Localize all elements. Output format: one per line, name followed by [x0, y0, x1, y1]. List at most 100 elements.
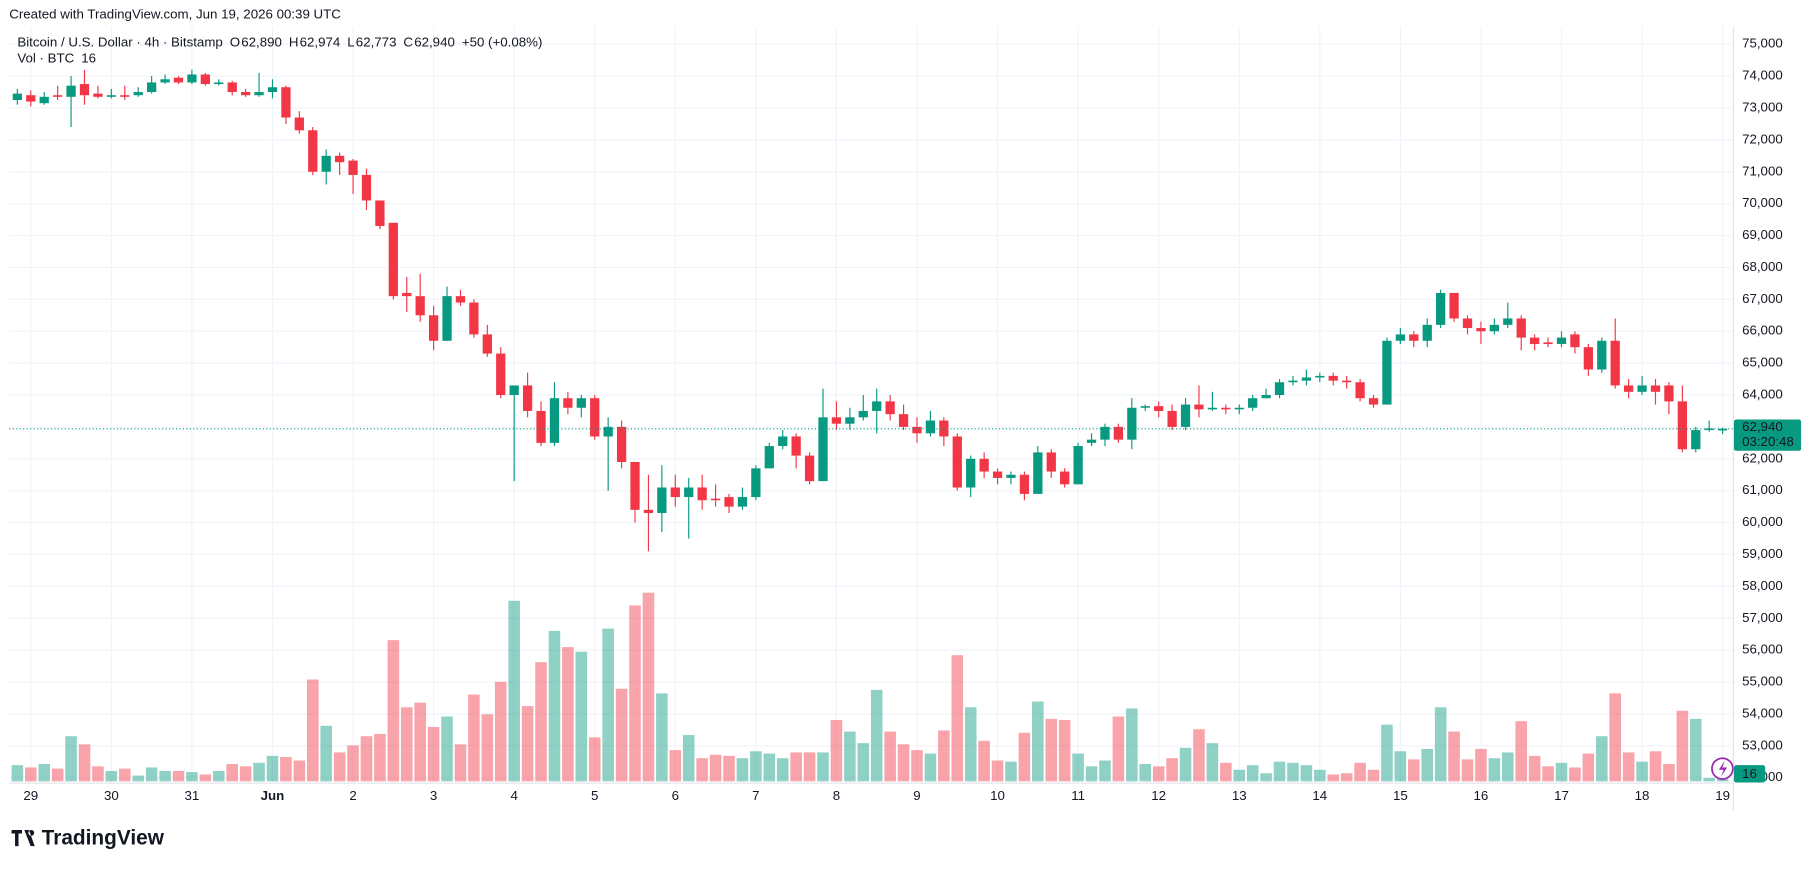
volume-bar — [1663, 763, 1675, 782]
candle-body — [603, 426, 613, 437]
candle-body — [415, 296, 425, 316]
volume-bar — [172, 770, 185, 782]
candle-body — [1033, 452, 1043, 494]
candle-body — [1234, 407, 1244, 410]
candle-body — [308, 130, 318, 172]
candle-body — [53, 95, 63, 97]
candle-body — [1395, 334, 1406, 341]
volume-label: Vol · BTC — [17, 51, 74, 66]
candle-body — [1113, 426, 1124, 440]
candle-body — [375, 200, 385, 226]
volume-bar — [1300, 765, 1313, 782]
volume-value: 16 — [81, 51, 96, 66]
candle-body — [885, 401, 895, 415]
ohlc-key: H — [289, 34, 299, 49]
candle-body — [1221, 407, 1231, 410]
candle-body — [1301, 377, 1312, 381]
candle-body — [1060, 471, 1070, 485]
volume-bar — [897, 744, 910, 782]
volume-bar — [1032, 701, 1044, 782]
candle-body — [898, 414, 909, 427]
ohlc-key: C — [403, 34, 413, 49]
volume-bar — [454, 744, 467, 782]
volume-bar — [199, 774, 212, 782]
candle-body — [1583, 347, 1593, 370]
volume-bar — [1622, 752, 1635, 782]
x-tick-label: 14 — [1312, 788, 1327, 803]
y-tick-label: 60,000 — [1742, 514, 1783, 529]
candle-body — [1073, 446, 1083, 485]
volume-bar — [991, 760, 1004, 782]
y-tick-label: 65,000 — [1742, 355, 1783, 370]
countdown-label: 03:20:48 — [1742, 434, 1794, 449]
candle-body — [804, 455, 815, 482]
candle-body — [925, 420, 936, 434]
volume-bar — [656, 693, 668, 782]
candle-body — [147, 82, 157, 93]
candle-body — [321, 155, 331, 172]
volume-bar — [1367, 769, 1380, 782]
candle-body — [1436, 292, 1446, 325]
candle-body — [1476, 328, 1486, 332]
volume-bar — [817, 752, 829, 782]
volume-bar — [1636, 761, 1648, 782]
logo-text: TradingView — [42, 827, 165, 850]
ohlc-value: 62,974 — [300, 34, 341, 49]
candle-body — [1717, 428, 1728, 431]
volume-bar — [951, 655, 964, 782]
candle-body — [737, 497, 748, 507]
candle-body — [26, 95, 36, 102]
volume-bar — [1340, 773, 1353, 782]
candle-body — [294, 117, 304, 131]
x-tick-label: 29 — [23, 788, 38, 803]
candle-body — [616, 426, 627, 462]
y-tick-label: 67,000 — [1742, 291, 1783, 306]
x-tick-label: 16 — [1474, 788, 1489, 803]
volume-bar — [562, 647, 574, 782]
candle-body — [576, 398, 586, 408]
candle-body — [670, 487, 680, 498]
price-pane — [9, 69, 1733, 552]
volume-bar — [548, 630, 561, 782]
volume-bar — [1421, 748, 1434, 782]
volume-bar — [293, 760, 306, 782]
volume-bar — [226, 763, 238, 782]
candle-body — [1489, 324, 1499, 332]
volume-bar — [239, 766, 252, 782]
y-tick-label: 64,000 — [1742, 387, 1783, 402]
volume-bar — [763, 753, 776, 782]
candle-body — [1624, 385, 1634, 392]
x-tick-label: 2 — [349, 788, 356, 803]
candle-body — [402, 292, 412, 297]
volume-bar — [320, 725, 332, 782]
volume-tag — [1733, 765, 1766, 783]
volume-bar — [266, 755, 279, 782]
volume-bar — [682, 735, 695, 782]
volume-bar — [1609, 693, 1621, 782]
volume-bar — [333, 752, 346, 782]
candle-body — [778, 436, 788, 447]
candle-body — [1691, 430, 1701, 450]
y-tick-label: 61,000 — [1742, 482, 1783, 497]
x-tick-label: 5 — [591, 788, 598, 803]
volume-bar — [1595, 736, 1608, 782]
candle-body — [1019, 474, 1030, 494]
candle-body — [1462, 318, 1473, 329]
volume-bar — [132, 775, 144, 782]
volume-bar — [38, 763, 51, 782]
candle-body — [791, 436, 801, 456]
candle-body — [1180, 404, 1191, 427]
candle-body — [214, 82, 224, 85]
candle-body — [133, 92, 143, 96]
volume-bar — [575, 651, 588, 782]
volume-bar — [964, 707, 977, 782]
volume-bar — [78, 744, 91, 782]
volume-bar — [306, 679, 319, 782]
candle-body — [267, 87, 278, 93]
ohlc-value: 62,940 — [414, 34, 455, 49]
volume-bar — [803, 752, 816, 782]
candle-body — [630, 461, 640, 510]
volume-bar — [427, 726, 440, 782]
y-tick-label: 71,000 — [1742, 163, 1783, 178]
candle-body — [1664, 385, 1674, 402]
